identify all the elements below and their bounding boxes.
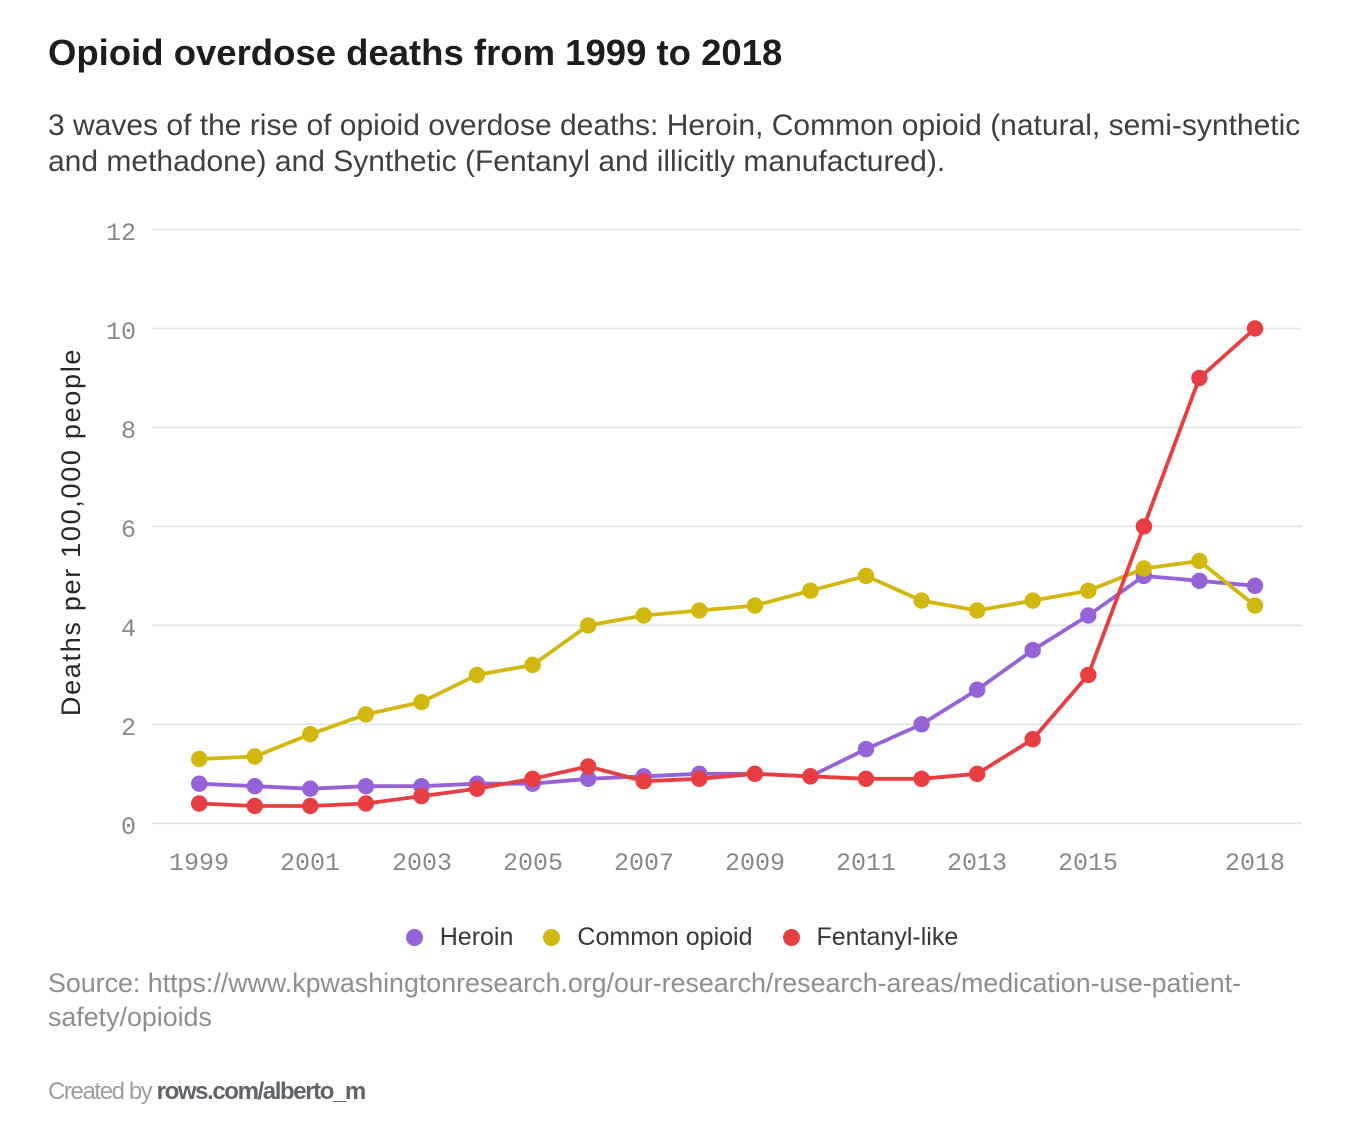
svg-text:Deaths per 100,000 people: Deaths per 100,000 people: [56, 348, 86, 716]
